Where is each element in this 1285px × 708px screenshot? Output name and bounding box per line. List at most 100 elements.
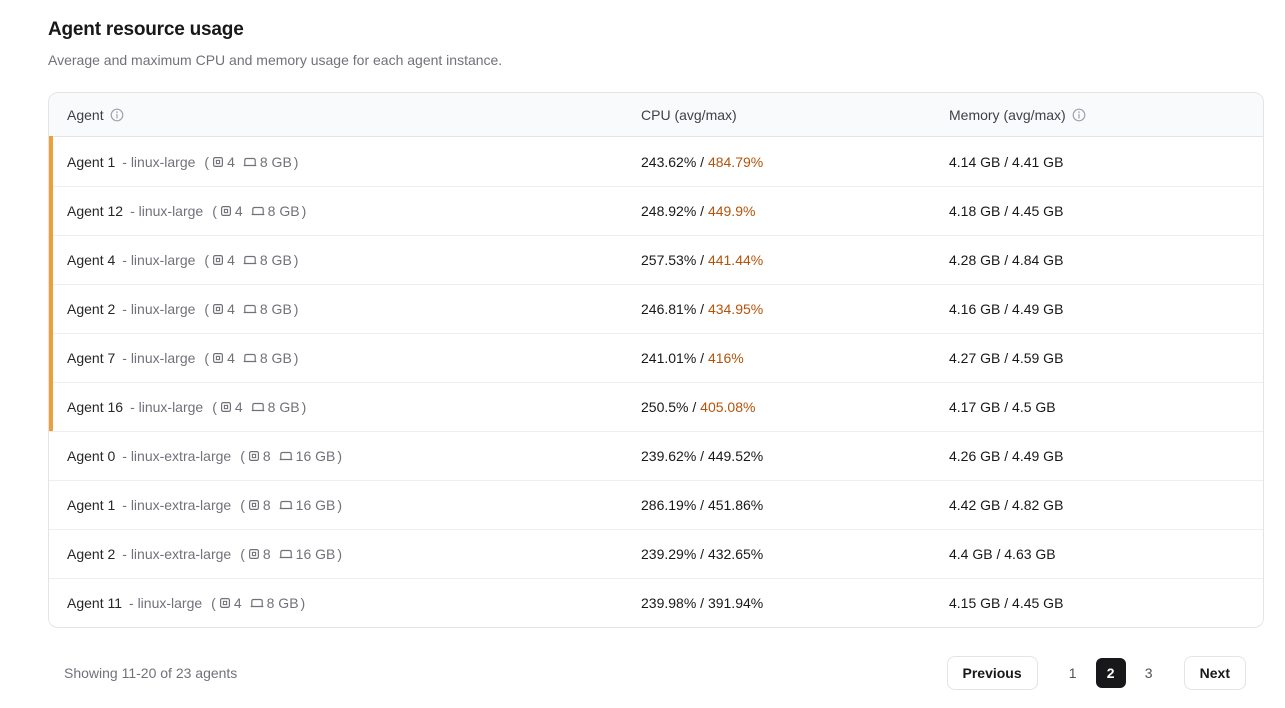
mem-avg: 4.28 GB bbox=[949, 252, 1001, 268]
value-separator: / bbox=[1000, 595, 1013, 611]
agent-specs: ( 4 8 GB ) bbox=[211, 595, 305, 611]
ram-icon bbox=[243, 304, 257, 314]
mem-max: 4.45 GB bbox=[1012, 203, 1064, 219]
value-separator: / bbox=[1000, 350, 1013, 366]
agent-cell: Agent 16 - linux-large ( 4 8 GB ) bbox=[67, 399, 641, 415]
page-number-3[interactable]: 3 bbox=[1144, 665, 1153, 681]
memory-usage-cell: 4.42 GB / 4.82 GB bbox=[949, 497, 1263, 513]
next-button[interactable]: Next bbox=[1183, 656, 1246, 690]
table-footer: Showing 11-20 of 23 agents Previous 1 2 … bbox=[48, 656, 1264, 690]
value-separator: / bbox=[696, 546, 708, 562]
previous-button[interactable]: Previous bbox=[946, 656, 1038, 690]
cpu-count: 4 bbox=[227, 301, 235, 317]
agent-name: Agent 0 bbox=[67, 448, 116, 464]
agent-specs: ( 4 8 GB ) bbox=[204, 301, 298, 317]
cpu-count: 4 bbox=[234, 399, 243, 415]
cpu-avg: 257.53% bbox=[641, 252, 697, 268]
agent-specs: ( 8 16 GB ) bbox=[240, 448, 342, 464]
agent-instance-type: - linux-large bbox=[122, 350, 196, 366]
cpu-count: 4 bbox=[227, 252, 235, 268]
spec-close-paren: ) bbox=[337, 497, 343, 513]
agent-instance-type: - linux-extra-large bbox=[122, 448, 232, 464]
spec-open-paren: ( bbox=[204, 301, 210, 317]
ram-icon bbox=[243, 255, 257, 265]
spec-close-paren: ) bbox=[293, 153, 299, 170]
column-header-memory-label: Memory (avg/max) bbox=[949, 106, 1066, 123]
ram-size: 8 GB bbox=[259, 350, 292, 366]
cpu-usage-cell: 239.29% / 432.65% bbox=[641, 546, 949, 562]
agent-cell: Agent 11 - linux-large ( 4 8 GB ) bbox=[67, 595, 641, 611]
agent-instance-type: - linux-large bbox=[129, 595, 203, 611]
table-row: Agent 1 - linux-extra-large ( 8 16 GB ) … bbox=[49, 480, 1263, 529]
value-separator: / bbox=[696, 497, 708, 513]
table-row: Agent 0 - linux-extra-large ( 8 16 GB ) … bbox=[49, 431, 1263, 480]
cpu-max: 434.95% bbox=[707, 301, 764, 317]
cpu-max: 451.86% bbox=[707, 497, 764, 513]
info-icon[interactable] bbox=[1072, 108, 1086, 122]
cpu-avg: 243.62% bbox=[641, 153, 697, 170]
cpu-usage-cell: 250.5% / 405.08% bbox=[641, 399, 949, 415]
cpu-avg: 250.5% bbox=[641, 399, 689, 415]
value-separator: / bbox=[1000, 252, 1013, 268]
mem-avg: 4.27 GB bbox=[949, 350, 1001, 366]
cpu-avg: 241.01% bbox=[641, 350, 697, 366]
agent-specs: ( 4 8 GB ) bbox=[204, 350, 298, 366]
value-separator: / bbox=[992, 546, 1005, 562]
cpu-icon bbox=[248, 500, 259, 510]
table-row: Agent 7 - linux-large ( 4 8 GB ) 241.01%… bbox=[49, 333, 1263, 382]
ram-icon bbox=[251, 402, 265, 412]
info-icon[interactable] bbox=[110, 108, 124, 122]
ram-size: 8 GB bbox=[259, 153, 292, 170]
mem-avg: 4.16 GB bbox=[949, 301, 1001, 317]
table-row: Agent 4 - linux-large ( 4 8 GB ) 257.53%… bbox=[49, 235, 1263, 284]
page-number-1[interactable]: 1 bbox=[1068, 665, 1077, 681]
mem-avg: 4.14 GB bbox=[949, 153, 1001, 170]
cpu-icon bbox=[213, 156, 224, 167]
agent-resource-usage-panel: Agent resource usage Average and maximum… bbox=[48, 0, 1264, 690]
cpu-count: 8 bbox=[262, 448, 271, 464]
memory-usage-cell: 4.17 GB / 4.5 GB bbox=[949, 399, 1263, 415]
agent-instance-type: - linux-large bbox=[130, 399, 204, 415]
mem-avg: 4.4 GB bbox=[949, 546, 993, 562]
cpu-count: 4 bbox=[234, 203, 243, 219]
cpu-max: 441.44% bbox=[707, 252, 764, 268]
agent-cell: Agent 12 - linux-large ( 4 8 GB ) bbox=[67, 203, 641, 219]
ram-size: 8 GB bbox=[259, 301, 292, 317]
agent-name: Agent 7 bbox=[67, 350, 116, 366]
agent-specs: ( 4 8 GB ) bbox=[204, 252, 298, 268]
table-row: Agent 11 - linux-large ( 4 8 GB ) 239.98… bbox=[49, 578, 1263, 627]
agent-instance-type: - linux-large bbox=[122, 301, 196, 317]
cpu-max: 391.94% bbox=[707, 595, 764, 611]
cpu-max: 449.9% bbox=[707, 203, 756, 219]
cpu-icon bbox=[248, 548, 259, 560]
memory-usage-cell: 4.27 GB / 4.59 GB bbox=[949, 350, 1263, 366]
page-number-2[interactable]: 2 bbox=[1095, 658, 1126, 688]
memory-usage-cell: 4.26 GB / 4.49 GB bbox=[949, 448, 1263, 464]
column-header-agent-label: Agent bbox=[67, 106, 104, 123]
cpu-max: 405.08% bbox=[700, 399, 756, 415]
cpu-count: 4 bbox=[233, 595, 242, 611]
mem-max: 4.63 GB bbox=[1004, 546, 1056, 562]
cpu-icon bbox=[213, 304, 224, 314]
cpu-icon bbox=[248, 451, 259, 461]
cpu-avg: 239.62% bbox=[641, 448, 697, 464]
cpu-max: 484.79% bbox=[707, 153, 764, 170]
cpu-avg: 239.98% bbox=[641, 595, 697, 611]
ram-size: 8 GB bbox=[267, 399, 300, 415]
value-separator: / bbox=[688, 399, 701, 415]
value-separator: / bbox=[696, 252, 708, 268]
agent-cell: Agent 2 - linux-large ( 4 8 GB ) bbox=[67, 301, 641, 317]
mem-avg: 4.18 GB bbox=[949, 203, 1001, 219]
cpu-usage-cell: 243.62% / 484.79% bbox=[641, 154, 949, 170]
spec-open-paren: ( bbox=[240, 497, 245, 513]
cpu-avg: 246.81% bbox=[641, 301, 697, 317]
pagination: Previous 1 2 3 Next bbox=[946, 656, 1246, 690]
spec-open-paren: ( bbox=[240, 448, 245, 464]
table-row: Agent 1 - linux-large ( 4 8 GB ) 243.62%… bbox=[49, 136, 1263, 186]
column-header-cpu: CPU (avg/max) bbox=[641, 107, 949, 123]
cpu-usage-cell: 246.81% / 434.95% bbox=[641, 301, 949, 317]
mem-avg: 4.17 GB bbox=[949, 399, 1001, 415]
cpu-icon bbox=[220, 402, 231, 412]
cpu-usage-cell: 248.92% / 449.9% bbox=[641, 203, 949, 219]
mem-max: 4.41 GB bbox=[1012, 153, 1064, 170]
